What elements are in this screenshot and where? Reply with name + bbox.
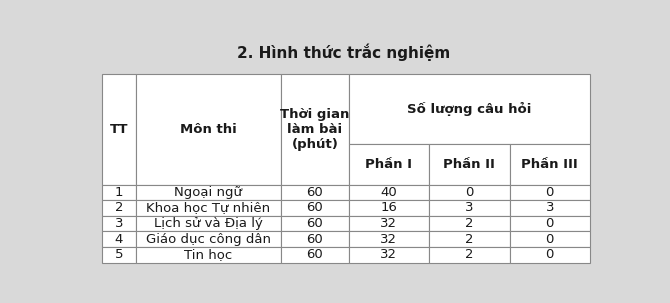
Text: Thời gian
làm bài
(phút): Thời gian làm bài (phút) [280, 108, 350, 151]
Bar [135, 74, 281, 185]
Bar [510, 216, 590, 231]
Bar [135, 216, 281, 231]
Bar [348, 231, 429, 247]
Bar [102, 185, 135, 200]
Bar [429, 185, 510, 200]
Text: 2: 2 [465, 248, 474, 261]
Text: 32: 32 [381, 248, 397, 261]
Text: 4: 4 [115, 233, 123, 246]
Bar [429, 231, 510, 247]
Text: Ngoại ngữ: Ngoại ngữ [174, 186, 243, 199]
Bar [510, 185, 590, 200]
Bar [348, 74, 590, 144]
Bar [281, 247, 348, 263]
Bar [348, 216, 429, 231]
Text: 60: 60 [306, 248, 323, 261]
Text: 60: 60 [306, 217, 323, 230]
Text: 32: 32 [381, 217, 397, 230]
Bar [135, 247, 281, 263]
Text: TT: TT [110, 123, 128, 136]
Bar [135, 231, 281, 247]
Text: Giáo dục công dân: Giáo dục công dân [146, 233, 271, 246]
Bar [348, 185, 429, 200]
Bar [429, 144, 510, 185]
Text: Khoa học Tự nhiên: Khoa học Tự nhiên [146, 201, 271, 215]
Text: 5: 5 [115, 248, 123, 261]
Text: 60: 60 [306, 233, 323, 246]
Text: 2. Hình thức trắc nghiệm: 2. Hình thức trắc nghiệm [237, 43, 450, 61]
Text: 60: 60 [306, 201, 323, 215]
Bar [281, 185, 348, 200]
Text: 3: 3 [465, 201, 474, 215]
Text: 0: 0 [545, 186, 554, 199]
Bar [429, 247, 510, 263]
Text: 2: 2 [115, 201, 123, 215]
Text: Phần II: Phần II [444, 158, 495, 171]
Bar [348, 200, 429, 216]
Text: 16: 16 [381, 201, 397, 215]
Text: Lịch sử và Địa lý: Lịch sử và Địa lý [154, 217, 263, 230]
Text: Tin học: Tin học [184, 248, 232, 261]
Text: 60: 60 [306, 186, 323, 199]
Text: 0: 0 [545, 233, 554, 246]
Bar [102, 216, 135, 231]
Text: 3: 3 [115, 217, 123, 230]
Text: 40: 40 [381, 186, 397, 199]
Bar [102, 74, 135, 185]
Bar [281, 200, 348, 216]
Bar [135, 200, 281, 216]
Text: 0: 0 [465, 186, 474, 199]
Bar [281, 231, 348, 247]
Bar [281, 74, 348, 185]
Text: 3: 3 [545, 201, 554, 215]
Bar [510, 200, 590, 216]
Bar [348, 144, 429, 185]
Bar [281, 216, 348, 231]
Text: 2: 2 [465, 217, 474, 230]
Bar [510, 144, 590, 185]
Text: 0: 0 [545, 248, 554, 261]
Text: 1: 1 [115, 186, 123, 199]
Text: Số lượng câu hỏi: Số lượng câu hỏi [407, 102, 531, 116]
Bar [429, 216, 510, 231]
Bar [510, 247, 590, 263]
Bar [510, 231, 590, 247]
Bar [102, 231, 135, 247]
Text: 0: 0 [545, 217, 554, 230]
Bar [429, 200, 510, 216]
Bar [135, 185, 281, 200]
Text: Phần I: Phần I [365, 158, 412, 171]
Bar [102, 247, 135, 263]
Bar [102, 200, 135, 216]
Text: 2: 2 [465, 233, 474, 246]
Text: Môn thi: Môn thi [180, 123, 237, 136]
Text: Phần III: Phần III [521, 158, 578, 171]
Text: 32: 32 [381, 233, 397, 246]
Bar [348, 247, 429, 263]
